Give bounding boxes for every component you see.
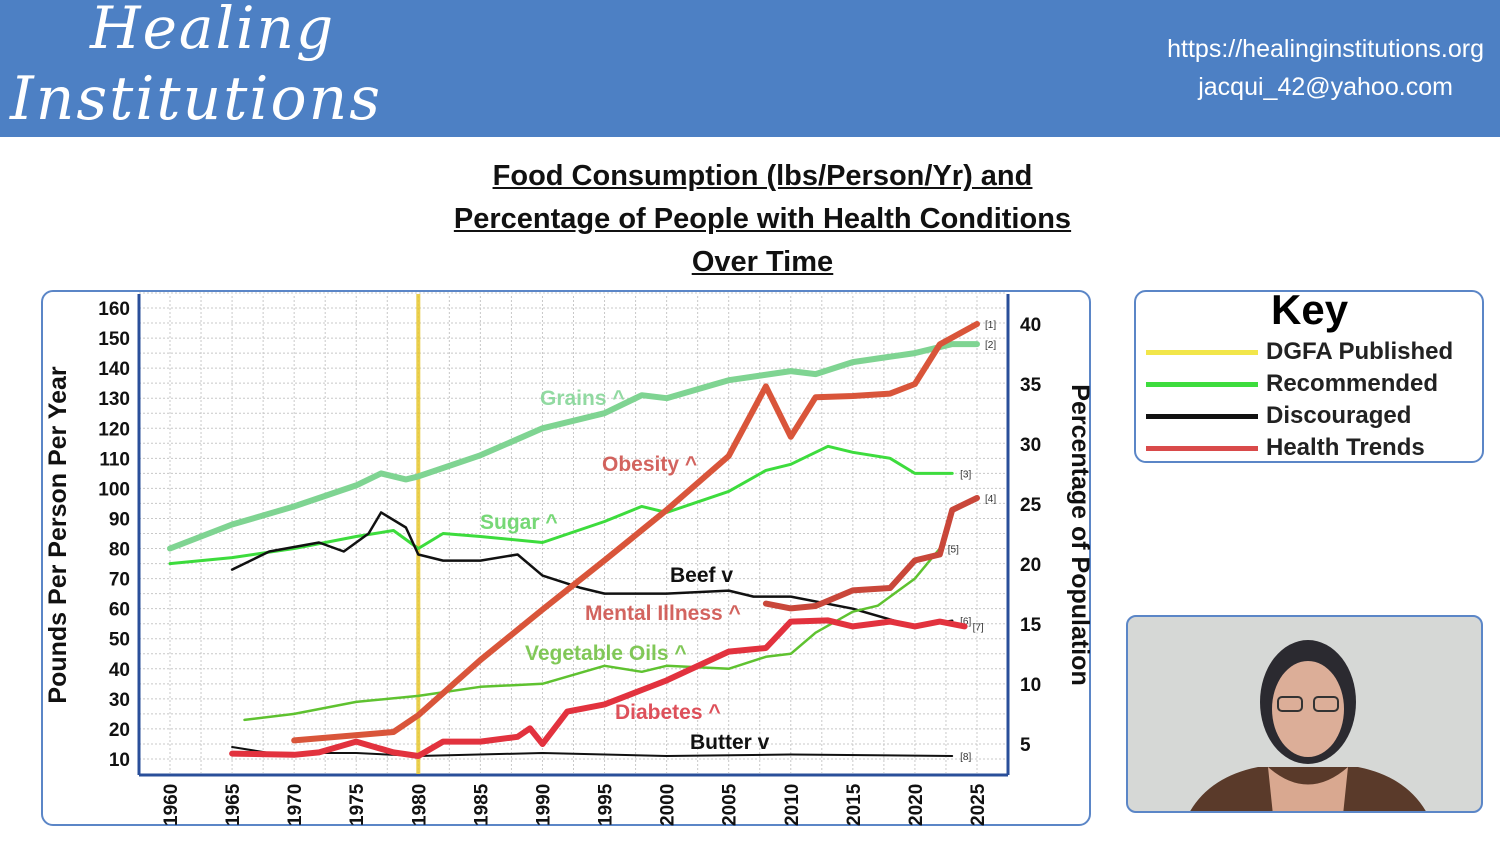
y-tick-label: 70	[109, 570, 130, 591]
key-swatch	[1146, 445, 1258, 451]
x-tick-label: 1985	[471, 783, 492, 826]
annotation-mental-illness: Mental Illness ^	[585, 602, 741, 625]
chart-key: Key DGFA Published Recommended Discourag…	[1134, 286, 1484, 463]
key-label: DGFA Published	[1266, 338, 1454, 365]
x-tick-label: 2010	[782, 784, 803, 826]
x-tick-label: 2025	[968, 783, 989, 826]
footnote-label: [7]	[973, 622, 984, 633]
footnote-label: [8]	[960, 752, 971, 763]
logo-text-institutions: Institutions	[10, 64, 383, 134]
y2-axis-title: Percentage of Population	[1066, 384, 1094, 685]
annotation-grains: Grains ^	[540, 387, 625, 410]
series-line-grains	[167, 341, 980, 552]
logo-text-healing: Healing	[90, 0, 336, 62]
series-line-beef	[230, 511, 954, 628]
series-line-obesity	[291, 321, 980, 744]
footnote-label: [5]	[948, 545, 959, 556]
title-line-3: Over Time	[691, 246, 834, 278]
y2-tick-label: 15	[1020, 615, 1042, 636]
key-title: Key	[1271, 286, 1349, 333]
x-tick-label: 2015	[844, 783, 865, 826]
y2-tick-label: 20	[1020, 555, 1041, 576]
series-line-sugar	[168, 444, 954, 566]
y-tick-label: 50	[109, 630, 130, 651]
x-tick-label: 1990	[533, 784, 554, 826]
x-tick-label: 2000	[658, 784, 679, 826]
key-item-dgfa: DGFA Published	[1146, 338, 1453, 366]
y-tick-label: 80	[109, 540, 130, 561]
y-tick-label: 120	[98, 419, 130, 440]
x-tick-label: 1960	[161, 784, 182, 826]
title-line-2: Percentage of People with Health Conditi…	[453, 203, 1072, 235]
y-tick-label: 90	[109, 509, 130, 530]
x-tick-label: 1980	[409, 784, 430, 826]
annotation-beef: Beef v	[670, 564, 733, 587]
footnote-label: [2]	[985, 340, 996, 351]
key-label: Health Trends	[1266, 434, 1425, 461]
x-tick-label: 1970	[285, 784, 306, 826]
series-line-diabetes	[229, 617, 968, 759]
key-swatch	[1146, 381, 1258, 387]
y2-tick-label: 30	[1020, 435, 1041, 456]
key-swatch	[1146, 349, 1258, 355]
y-tick-label: 60	[109, 600, 130, 621]
footnote-label: [3]	[960, 469, 971, 480]
y2-tick-label: 40	[1020, 315, 1041, 336]
y2-tick-label: 5	[1020, 735, 1031, 756]
footnote-label: [1]	[985, 320, 996, 331]
footnote-label: [4]	[985, 494, 996, 505]
email-address: jacqui_42@yahoo.com	[1198, 73, 1453, 101]
x-tick-label: 2020	[906, 784, 927, 826]
chart-frame	[41, 290, 1091, 826]
annotation-vegetable-oils: Vegetable Oils ^	[525, 642, 687, 665]
y-tick-label: 160	[98, 299, 130, 320]
title-line-1: Food Consumption (lbs/Person/Yr) and	[492, 160, 1033, 192]
annotation-butter: Butter v	[690, 731, 770, 754]
key-item-discouraged: Discouraged	[1146, 402, 1411, 430]
contact-info: https://healinginstitutions.org jacqui_4…	[1167, 30, 1484, 106]
series-line-mental-illness	[762, 495, 980, 612]
header-banner: Healing Institutions https://healinginst…	[0, 0, 1500, 137]
y-tick-label: 20	[109, 720, 130, 741]
y-tick-label: 130	[98, 389, 130, 410]
y2-tick-label: 25	[1020, 495, 1042, 516]
y-tick-label: 110	[99, 449, 130, 470]
y-tick-label: 140	[98, 359, 130, 380]
y-tick-label: 10	[109, 750, 130, 771]
webcam-video	[1126, 615, 1483, 813]
annotation-obesity: Obesity ^	[602, 453, 697, 476]
y-tick-label: 100	[98, 479, 130, 500]
chart-title: Food Consumption (lbs/Person/Yr) and Per…	[300, 155, 1225, 284]
presenter-silhouette	[1190, 640, 1426, 811]
x-tick-label: 2005	[720, 783, 741, 826]
y-axis-title: Pounds Per Person Per Year	[44, 366, 72, 703]
y-tick-label: 40	[109, 660, 130, 681]
key-label: Recommended	[1266, 370, 1439, 397]
annotation-diabetes: Diabetes ^	[615, 701, 721, 724]
x-tick-label: 1995	[596, 783, 617, 826]
y-tick-label: 30	[109, 690, 130, 711]
y-tick-label: 150	[98, 329, 130, 350]
x-tick-label: 1975	[347, 783, 368, 826]
website-url: https://healinginstitutions.org	[1167, 35, 1484, 63]
series-line-vegetable-oils	[243, 547, 942, 722]
annotation-sugar: Sugar ^	[480, 511, 558, 534]
x-tick-label: 1965	[223, 783, 244, 826]
key-item-recommended: Recommended	[1146, 370, 1438, 398]
y2-tick-label: 35	[1020, 375, 1042, 396]
key-item-health-trends: Health Trends	[1146, 434, 1425, 462]
y2-tick-label: 10	[1020, 675, 1041, 696]
footnote-label: [6]	[960, 617, 971, 628]
key-label: Discouraged	[1266, 402, 1412, 429]
key-swatch	[1146, 413, 1258, 419]
